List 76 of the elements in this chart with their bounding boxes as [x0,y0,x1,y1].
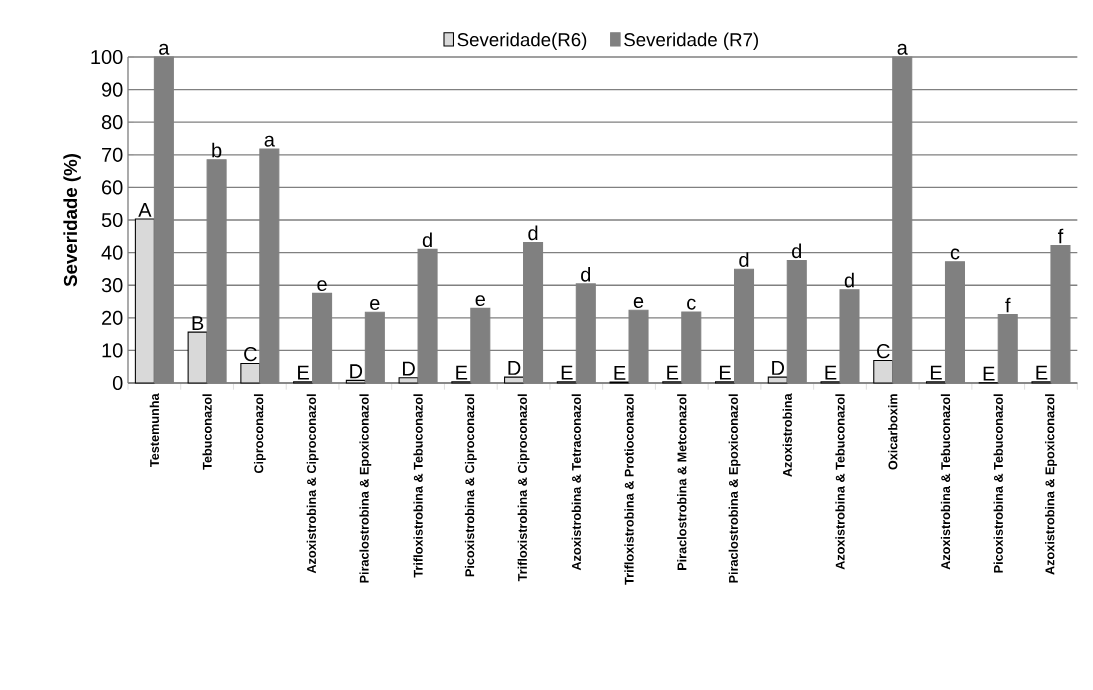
data-label: E [825,365,837,380]
data-label: d [422,232,432,248]
data-label: D [350,364,363,379]
data-label: E [930,365,942,380]
data-label: d [792,243,802,259]
data-label: E [561,365,573,380]
x-tick-label: Trifloxistrobina & Ciproconazol [517,394,530,582]
y-tick-label: 60 [102,180,123,195]
data-label: D [402,361,415,376]
x-tick-label: Piraclostrobina & Epoxiconazol [728,394,741,583]
y-axis-title: Severidade (%) [63,154,81,287]
x-tick-label: Ciproconazol [253,394,266,474]
x-tick-label: Trifloxistrobina & Tebuconazol [413,394,423,578]
data-label: E [667,365,679,380]
data-label: a [159,43,170,55]
x-tick-label: Azoxistrobina & Tebuconazol [835,394,845,570]
data-label: d [528,225,538,241]
x-tick-label: Picoxistrobina & Tebuconazol [993,394,1003,573]
bar [873,359,894,384]
bar [187,331,208,384]
legend-label: Severidade(R6) [457,32,587,51]
y-tick-label: 100 [91,49,123,65]
data-label: e [370,299,380,310]
data-label: b [212,142,222,158]
data-label: E [1036,365,1048,380]
x-tick-label: Azoxistrobina & Tebuconazol [940,394,951,570]
bar [345,379,366,384]
data-label: a [264,135,275,147]
data-label: f [1057,228,1064,244]
x-tick-label: Tebuconazol [202,394,212,470]
data-label: e [317,280,327,292]
data-label: C [877,344,890,359]
data-label: e [633,297,644,309]
data-label: E [719,365,731,380]
y-tick-label: 50 [101,212,123,228]
x-tick-label: Oxicarboxim [888,394,898,470]
y-tick-label: 70 [102,147,123,162]
y-tick-label: 90 [101,82,123,97]
data-label: D [508,361,521,375]
bar [240,362,261,384]
data-label: A [138,203,152,217]
data-label: d [739,252,749,267]
data-label: E [614,366,626,380]
data-label: E [983,366,995,381]
y-tick-label: 10 [102,343,123,358]
x-tick-label: Azoxistrobina & Tetraconazol [571,394,581,571]
bar [504,376,525,384]
data-label: c [950,248,960,260]
x-tick-label: Azoxistrobina [782,393,792,477]
x-tick-label: Azoxistrobina & Ciproconazol [306,394,319,574]
x-tick-label: Piraclostrobina & Metconazol [677,394,687,570]
y-tick-label: 80 [101,115,123,130]
data-label: C [244,347,257,362]
data-label: E [456,365,468,380]
bar [767,376,788,384]
bar [398,377,419,384]
x-tick-label: Trifloxistrobina & Protioconazol [624,394,634,585]
data-label: E [298,365,309,380]
bar [134,218,155,384]
y-tick-label: 20 [102,310,123,325]
data-label: e [475,295,485,307]
y-tick-label: 0 [112,375,123,391]
data-label: B [192,316,204,330]
x-tick-label: Testemunha [149,393,160,467]
y-tick-label: 30 [101,278,123,293]
y-tick-label: 40 [101,245,123,260]
data-label: d [844,272,854,288]
data-label: a [897,43,908,55]
x-tick-label: Azoxistrobina & Epoxiconazol [1045,394,1057,575]
data-label: D [772,361,785,375]
legend-label: Severidade (R7) [624,32,759,51]
data-label: c [687,298,696,310]
data-label: f [1005,297,1011,313]
x-tick-label: Piraclostrobina & Epoxiconazol [359,394,372,583]
data-label: d [581,266,591,282]
x-tick-label: Picoxistrobina & Ciproconazol [464,394,477,577]
